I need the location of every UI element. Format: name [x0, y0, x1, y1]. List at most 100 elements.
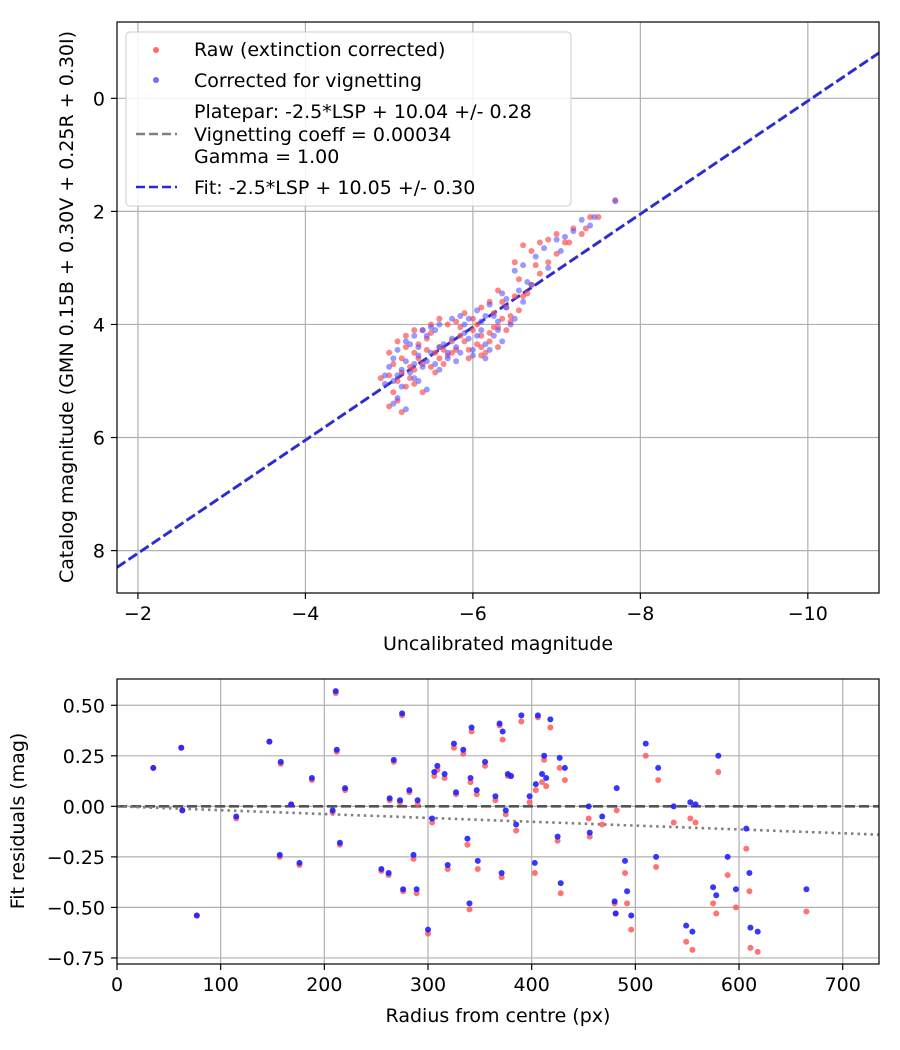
data-point: [386, 795, 393, 802]
x-tick-label: 700: [825, 974, 861, 996]
y-tick-label: −0.25: [47, 847, 105, 869]
data-point: [419, 363, 426, 370]
bottom-x-axis-label: Radius from centre (px): [386, 1005, 611, 1027]
x-tick-label: 500: [617, 974, 653, 996]
x-tick-label: 400: [514, 974, 550, 996]
data-point: [496, 720, 503, 727]
data-point: [511, 267, 518, 274]
data-point: [394, 372, 401, 379]
data-point: [407, 341, 414, 348]
data-point: [381, 380, 388, 387]
data-point: [683, 938, 690, 945]
x-tick-label: −2: [124, 603, 152, 625]
data-point: [336, 839, 343, 846]
data-point: [178, 744, 185, 751]
data-point: [460, 746, 467, 753]
data-point: [754, 948, 761, 955]
data-point: [478, 327, 485, 334]
data-point: [545, 236, 552, 243]
data-point: [503, 304, 510, 311]
data-point: [612, 910, 619, 917]
data-point: [444, 349, 451, 356]
data-point: [414, 797, 421, 804]
bottom-y-ticks: −0.75 −0.50 −0.25 0.00 0.25 0.50: [47, 695, 117, 970]
data-point: [653, 853, 660, 860]
data-point: [423, 358, 430, 365]
data-point: [378, 866, 385, 872]
data-point: [613, 807, 620, 814]
data-point: [612, 198, 619, 205]
data-point: [461, 329, 468, 336]
data-point: [406, 787, 413, 794]
data-point: [478, 318, 485, 325]
data-point: [570, 228, 577, 235]
legend-marker-raw: [153, 47, 159, 53]
data-point: [399, 710, 406, 717]
data-point: [467, 775, 474, 782]
data-point: [499, 290, 506, 297]
data-point: [432, 327, 439, 334]
data-point: [515, 287, 522, 294]
data-point: [495, 318, 501, 325]
data-point: [503, 327, 510, 334]
data-point: [524, 290, 531, 297]
data-point: [724, 872, 731, 879]
data-point: [390, 389, 397, 396]
y-tick-label: 0: [93, 88, 105, 110]
data-point: [518, 718, 525, 725]
bottom-scatter-points: [150, 688, 810, 955]
data-point: [423, 386, 430, 393]
data-point: [746, 870, 753, 877]
x-tick-label: 600: [721, 974, 757, 996]
data-point: [599, 821, 606, 828]
data-point: [683, 922, 690, 929]
data-point: [498, 870, 505, 877]
data-point: [561, 233, 568, 240]
data-point: [233, 813, 240, 820]
data-point: [511, 315, 518, 322]
data-point: [469, 352, 476, 359]
data-point: [747, 944, 754, 951]
legend-label-platepar-line1: Platepar: -2.5*LSP + 10.04 +/- 0.28: [194, 101, 532, 123]
data-point: [407, 375, 414, 382]
data-point: [381, 372, 388, 379]
x-tick-label: 300: [410, 974, 446, 996]
data-point: [710, 884, 717, 891]
data-point: [518, 712, 525, 719]
data-point: [520, 262, 527, 269]
legend-label-corrected: Corrected for vignetting: [194, 70, 422, 92]
data-point: [428, 349, 435, 356]
data-point: [611, 898, 618, 905]
data-point: [431, 768, 438, 775]
data-point: [266, 738, 273, 745]
data-point: [436, 321, 443, 328]
data-point: [482, 355, 489, 362]
data-point: [464, 835, 471, 842]
data-point: [465, 335, 472, 342]
data-point: [150, 764, 157, 771]
data-point: [390, 377, 397, 384]
bottom-reference-lines: [117, 805, 879, 836]
data-point: [547, 724, 554, 731]
data-point: [469, 346, 476, 353]
data-point: [591, 214, 598, 221]
data-point: [566, 239, 573, 246]
data-point: [541, 752, 548, 759]
data-point: [466, 900, 473, 907]
data-point: [288, 801, 295, 808]
data-point: [653, 863, 660, 870]
data-point: [687, 799, 694, 806]
data-point: [495, 327, 501, 334]
data-point: [515, 276, 522, 283]
data-point: [557, 247, 564, 254]
data-point: [482, 312, 489, 319]
data-point: [411, 375, 418, 382]
data-point: [624, 900, 631, 907]
data-point: [670, 803, 677, 810]
y-tick-label: 4: [93, 314, 105, 336]
data-point: [585, 815, 592, 822]
data-point: [503, 296, 510, 303]
y-tick-label: −0.75: [47, 948, 105, 970]
data-point: [557, 890, 564, 897]
